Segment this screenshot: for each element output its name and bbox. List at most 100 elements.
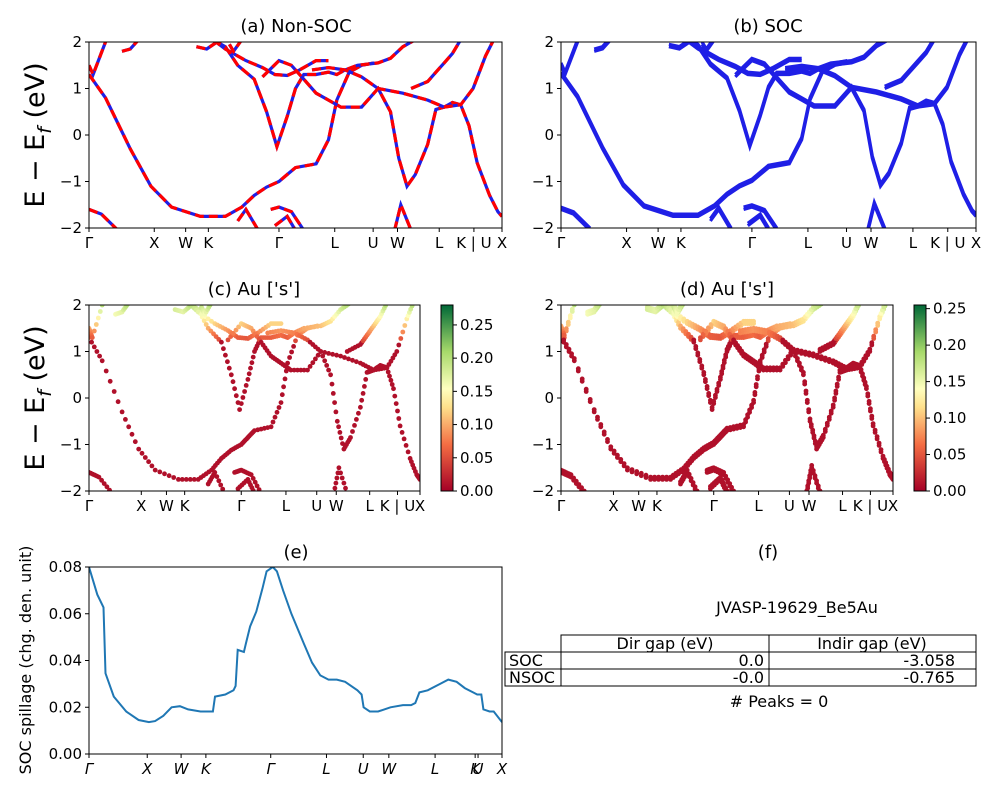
xtick-label: U — [841, 234, 852, 252]
proj-point — [741, 422, 746, 427]
cell-soc-indir: -3.058 — [903, 651, 955, 670]
proj-point — [731, 488, 736, 491]
xtick-label: W — [390, 234, 405, 252]
proj-point — [701, 370, 707, 375]
band-line — [784, 42, 968, 107]
ytick-label: 0.06 — [49, 605, 82, 623]
proj-point — [761, 365, 766, 371]
proj-point — [656, 474, 661, 480]
proj-point — [765, 336, 771, 341]
colorbar-label: 0.15 — [933, 373, 966, 391]
proj-point — [660, 300, 665, 305]
xtick-label: W — [802, 497, 817, 515]
proj-point — [743, 417, 748, 423]
band-line — [700, 42, 714, 52]
proj-point — [869, 340, 875, 346]
proj-point — [310, 360, 316, 366]
proj-point — [313, 356, 318, 362]
proj-point — [826, 414, 832, 420]
proj-point — [664, 474, 669, 480]
cell-nsoc-dir: -0.0 — [733, 668, 764, 687]
ytick-label: 0 — [544, 389, 554, 407]
proj-point — [569, 306, 575, 312]
xtick-label: Γ — [267, 760, 277, 778]
proj-point — [812, 473, 818, 479]
ytick-label: 0.00 — [49, 745, 82, 763]
ytick-label: 0 — [72, 126, 82, 144]
proj-point — [660, 474, 665, 480]
proj-point — [248, 472, 254, 478]
proj-point — [659, 305, 662, 306]
xtick-label: Γ — [85, 760, 95, 778]
proj-point — [806, 490, 808, 491]
proj-point — [129, 431, 135, 437]
proj-point — [101, 481, 107, 486]
proj-point — [867, 346, 873, 352]
proj-point — [386, 305, 388, 306]
proj-point — [358, 404, 363, 410]
colorbar-label: 0.25 — [933, 300, 966, 318]
proj-point — [260, 490, 262, 491]
proj-point — [89, 335, 95, 340]
xtick-label: L — [804, 234, 813, 252]
proj-point — [218, 482, 224, 488]
proj-point — [811, 433, 817, 439]
proj-point — [692, 484, 698, 490]
proj-point — [97, 353, 102, 359]
xtick-label: W — [864, 234, 879, 252]
proj-point — [862, 379, 868, 385]
band-line — [734, 56, 976, 216]
band-line — [685, 42, 802, 78]
proj-point — [643, 472, 649, 478]
proj-point — [329, 381, 335, 387]
ytick-label: −2 — [60, 219, 82, 237]
proj-point — [659, 305, 662, 306]
xtick-label: L — [838, 497, 847, 515]
proj-point — [336, 465, 342, 471]
proj-point — [119, 409, 125, 415]
proj-point — [326, 367, 331, 373]
proj-point — [751, 397, 756, 403]
proj-point — [861, 375, 867, 381]
proj-point — [681, 305, 684, 306]
proj-point — [814, 478, 819, 484]
proj-point — [228, 334, 234, 339]
ytick-label: 0.04 — [49, 652, 82, 670]
proj-point — [346, 356, 351, 362]
proj-point — [104, 484, 110, 490]
ytick-label: −2 — [532, 219, 554, 237]
proj-point — [591, 407, 597, 412]
proj-point — [638, 470, 644, 476]
proj-point — [681, 316, 687, 322]
proj-point — [348, 435, 353, 440]
proj-point — [693, 344, 699, 349]
proj-point — [93, 322, 99, 327]
proj-point — [385, 369, 391, 375]
proj-point — [111, 490, 113, 491]
proj-point — [338, 470, 343, 476]
band-line — [593, 42, 609, 51]
band-line-dashed — [213, 42, 415, 152]
xtick-label: W — [329, 497, 344, 515]
xtick-label: Γ — [557, 234, 566, 252]
proj-point — [820, 432, 826, 438]
proj-point — [333, 490, 335, 491]
proj-point — [171, 475, 177, 480]
row-label-soc: SOC — [509, 651, 543, 670]
proj-point — [767, 365, 773, 371]
gap-table: Dir gap (eV) Indir gap (eV) SOC 0.0 -3.0… — [504, 634, 977, 687]
proj-point — [601, 429, 607, 435]
proj-point — [315, 352, 321, 358]
xtick-label: Γ — [237, 497, 246, 515]
band-line — [709, 204, 733, 228]
table-row — [504, 668, 977, 687]
proj-point — [139, 450, 145, 456]
proj-point — [301, 367, 307, 373]
band-line-dashed — [393, 199, 412, 228]
proj-point — [334, 418, 340, 424]
proj-point — [581, 488, 587, 491]
